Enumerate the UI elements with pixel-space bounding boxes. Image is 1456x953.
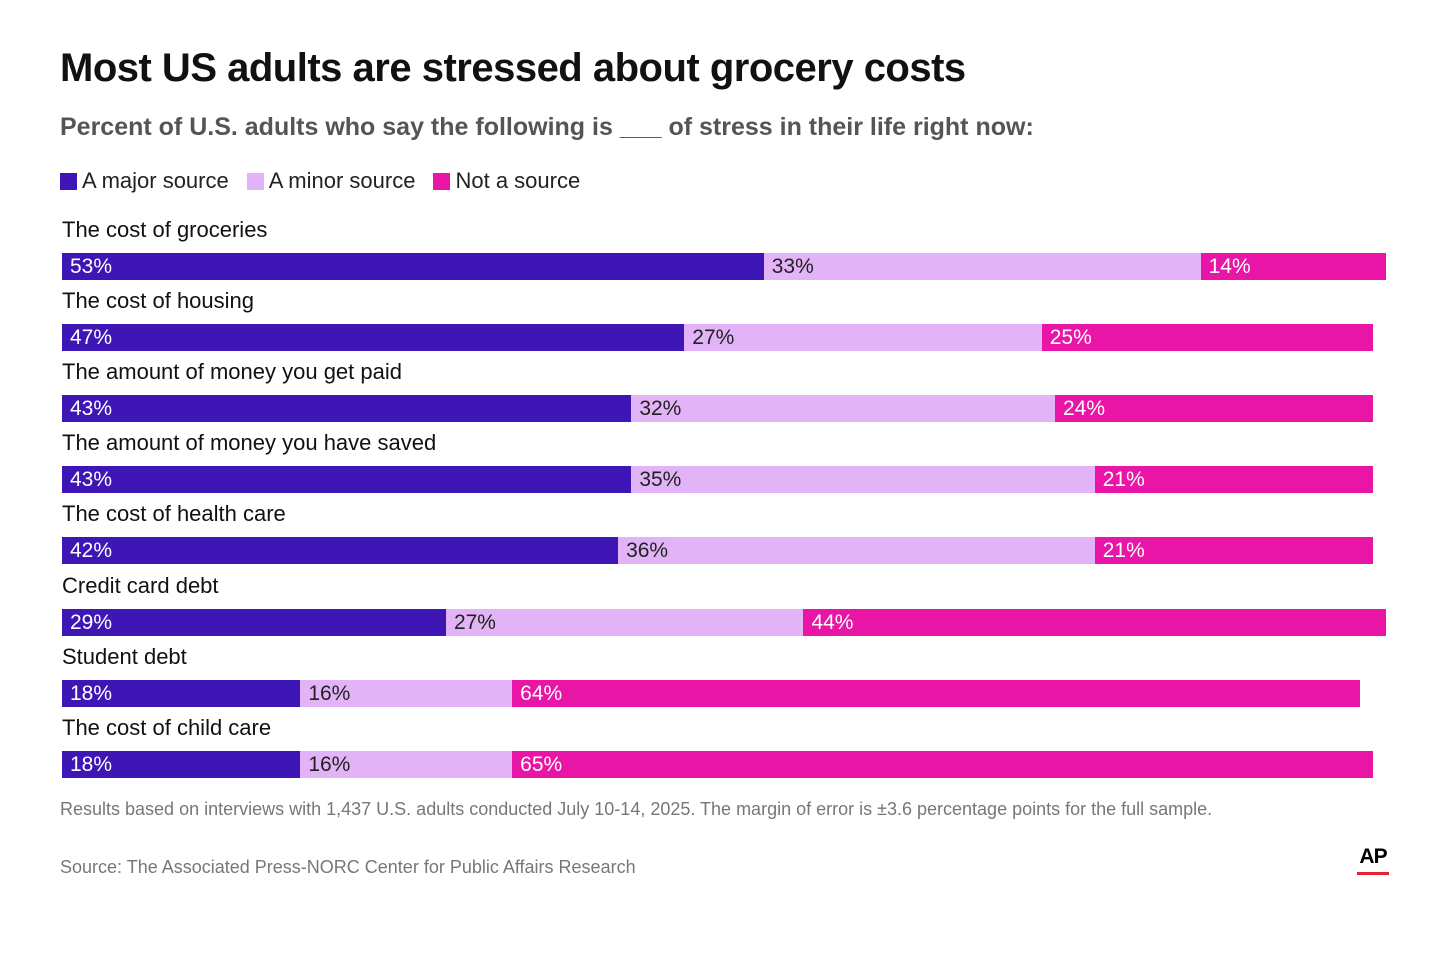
data-label: 16%	[308, 752, 351, 776]
bar-segment	[684, 324, 1042, 352]
bar-segment	[62, 466, 632, 494]
legend: A major source A minor source Not a sour…	[60, 168, 598, 194]
bar-segment	[512, 750, 1373, 778]
data-label: 14%	[1208, 255, 1251, 278]
methodology-note: Results based on interviews with 1,437 U…	[60, 799, 1213, 819]
data-label: 27%	[692, 326, 735, 350]
data-label: 21%	[1102, 468, 1145, 492]
data-label: 32%	[639, 397, 682, 421]
row-label: The amount of money you get paid	[62, 359, 402, 385]
data-label: 47%	[70, 326, 113, 350]
bar-segment	[300, 750, 513, 778]
legend-item-major: A major source	[60, 168, 229, 194]
ap-logo: AP	[1357, 845, 1389, 875]
bar-segment	[300, 679, 513, 707]
bar-segment	[1094, 537, 1373, 565]
legend-item-not: Not a source	[433, 168, 580, 194]
data-label: 43%	[70, 397, 113, 421]
row-label: The cost of child care	[62, 714, 272, 740]
bar-segment	[1094, 466, 1373, 494]
data-label: 43%	[70, 468, 113, 492]
bar-segment	[631, 395, 1055, 423]
row-label: Student debt	[62, 643, 187, 669]
data-label: 18%	[70, 752, 113, 776]
bar-segment	[631, 466, 1095, 494]
legend-label: A major source	[82, 168, 229, 193]
data-label: 65%	[520, 752, 563, 776]
bar-segment	[62, 750, 301, 778]
data-label: 16%	[308, 681, 351, 705]
logo-underline	[1357, 872, 1389, 875]
bar-segment	[62, 608, 446, 636]
data-label: 21%	[1102, 539, 1145, 563]
bar-segment	[512, 679, 1360, 707]
legend-swatch	[433, 172, 451, 190]
bar-segment	[763, 253, 1201, 280]
source-note: Source: The Associated Press-NORC Center…	[60, 857, 636, 877]
bar-segment	[1055, 395, 1373, 423]
data-label: 36%	[626, 539, 669, 563]
bar-segment	[445, 608, 804, 636]
legend-item-minor: A minor source	[246, 168, 416, 194]
data-label: 33%	[771, 255, 814, 278]
bar-segment	[62, 395, 632, 423]
row-label: Credit card debt	[62, 572, 219, 598]
legend-swatch	[60, 172, 77, 190]
bar-segment	[62, 253, 764, 280]
row-label: The cost of housing	[62, 288, 255, 314]
bar-segment	[62, 537, 619, 565]
data-label: 25%	[1049, 326, 1092, 350]
bar-segment	[1200, 253, 1386, 280]
row-label: The cost of health care	[62, 501, 286, 527]
row-label: The cost of groceries	[62, 217, 268, 242]
legend-label: A minor source	[268, 168, 416, 193]
data-label: 29%	[70, 610, 113, 634]
chart-title: Most US adults are stressed about grocer…	[60, 46, 966, 90]
bar-segment	[62, 679, 301, 707]
data-label: 35%	[639, 468, 682, 492]
bar-segment	[62, 324, 685, 352]
stacked-bar-chart: The cost of groceries 53% 33% 14% The cost o…	[62, 217, 1386, 778]
data-label: 18%	[70, 681, 113, 705]
data-label: 27%	[453, 610, 496, 634]
data-label: 64%	[520, 681, 563, 705]
legend-swatch	[246, 172, 264, 190]
bar-segment	[1041, 324, 1373, 352]
data-label: 24%	[1063, 397, 1106, 421]
data-label: 53%	[70, 255, 113, 278]
data-label: 44%	[811, 610, 854, 634]
legend-label: Not a source	[455, 168, 581, 193]
bar-segment	[803, 608, 1386, 636]
row-label: The amount of money you have saved	[62, 430, 437, 456]
logo-text: AP	[1359, 845, 1387, 868]
data-label: 42%	[70, 539, 113, 563]
bar-segment	[618, 537, 1095, 565]
chart-subtitle: Percent of U.S. adults who say the follo…	[60, 113, 1034, 141]
